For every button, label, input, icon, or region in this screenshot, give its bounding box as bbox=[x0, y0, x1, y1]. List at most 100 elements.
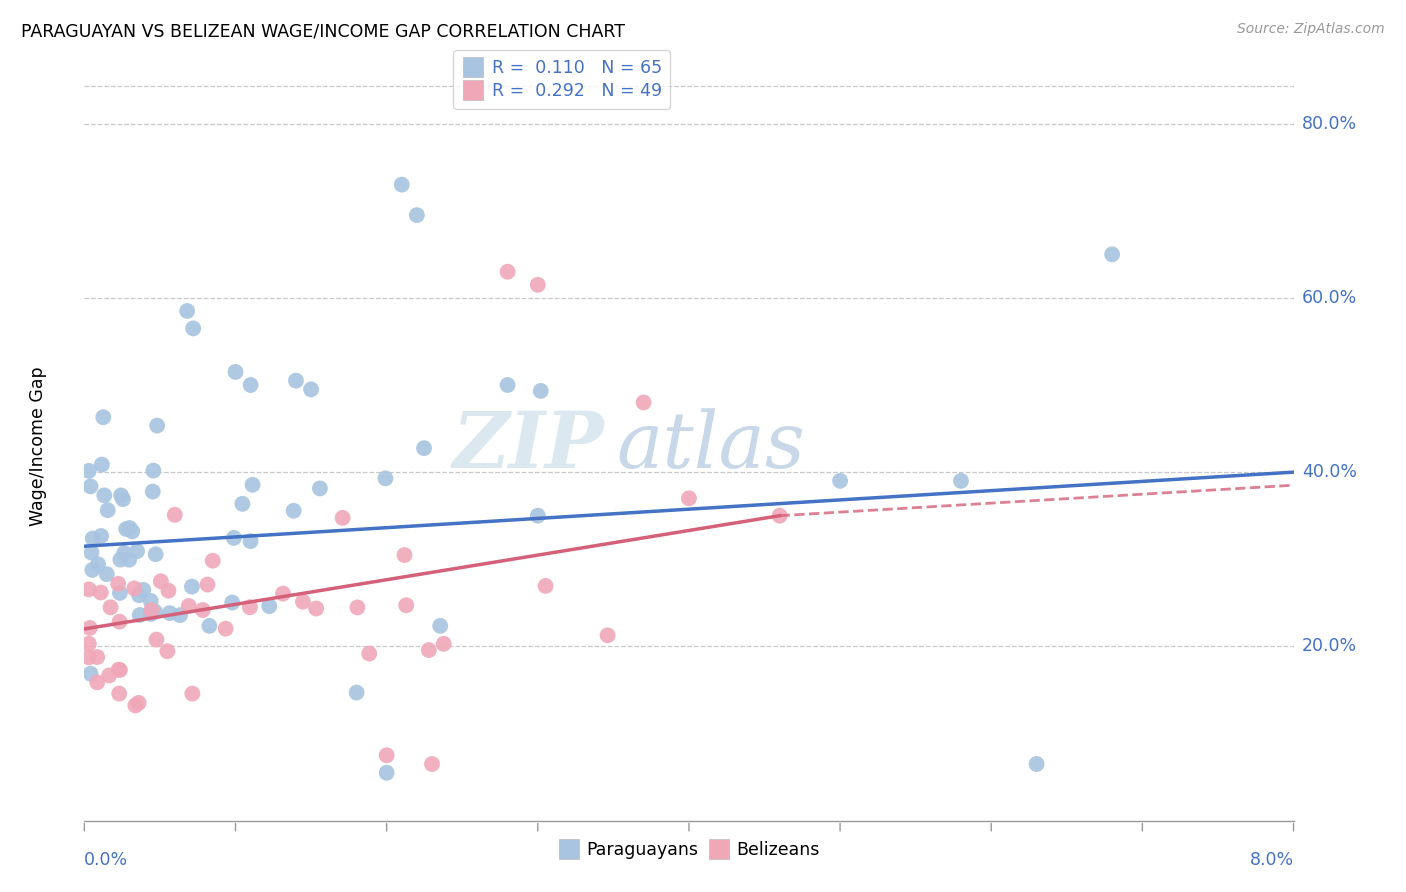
Point bbox=[115, 522, 138, 536]
Text: 40.0%: 40.0% bbox=[1302, 463, 1357, 481]
Point bbox=[139, 607, 162, 621]
Point bbox=[678, 491, 700, 506]
Point bbox=[108, 586, 131, 600]
Point bbox=[201, 554, 224, 568]
Point bbox=[239, 534, 262, 549]
Point bbox=[496, 378, 519, 392]
Point bbox=[124, 698, 146, 713]
Point bbox=[420, 757, 443, 772]
Point bbox=[332, 511, 354, 525]
Text: PARAGUAYAN VS BELIZEAN WAGE/INCOME GAP CORRELATION CHART: PARAGUAYAN VS BELIZEAN WAGE/INCOME GAP C… bbox=[21, 22, 626, 40]
Point bbox=[413, 441, 436, 455]
Point bbox=[77, 464, 100, 478]
Point bbox=[141, 603, 163, 617]
Point bbox=[198, 619, 221, 633]
Point bbox=[197, 577, 219, 591]
Point bbox=[100, 600, 122, 615]
Point bbox=[299, 383, 322, 397]
Point bbox=[496, 265, 519, 279]
Point bbox=[97, 503, 120, 517]
Point bbox=[142, 484, 165, 499]
Point bbox=[142, 464, 165, 478]
Point bbox=[146, 418, 169, 433]
Point bbox=[159, 606, 181, 620]
Text: ZIP: ZIP bbox=[453, 408, 605, 484]
Point bbox=[98, 668, 121, 682]
Point bbox=[309, 482, 332, 496]
Point bbox=[86, 650, 108, 665]
Point bbox=[391, 178, 413, 192]
Point bbox=[1101, 247, 1123, 261]
Point bbox=[108, 663, 131, 677]
Point bbox=[177, 599, 200, 613]
Point bbox=[77, 650, 100, 665]
Point bbox=[77, 582, 100, 597]
Point bbox=[90, 529, 112, 543]
Point bbox=[132, 582, 155, 597]
Legend: Paraguayans, Belizeans: Paraguayans, Belizeans bbox=[550, 833, 828, 868]
Point bbox=[395, 599, 418, 613]
Point bbox=[145, 547, 167, 561]
Text: Wage/Income Gap: Wage/Income Gap bbox=[30, 367, 48, 525]
Point bbox=[112, 546, 135, 560]
Point bbox=[239, 600, 262, 615]
Point bbox=[527, 508, 550, 523]
Point bbox=[346, 600, 368, 615]
Point bbox=[394, 548, 416, 562]
Point bbox=[429, 619, 451, 633]
Point bbox=[96, 567, 118, 582]
Point bbox=[163, 508, 186, 522]
Point bbox=[375, 748, 398, 763]
Point bbox=[596, 628, 619, 642]
Point bbox=[108, 687, 131, 701]
Point bbox=[143, 605, 166, 619]
Point bbox=[82, 532, 104, 546]
Point bbox=[374, 471, 396, 485]
Text: 0.0%: 0.0% bbox=[84, 851, 128, 869]
Point bbox=[433, 637, 456, 651]
Point bbox=[305, 601, 328, 615]
Point bbox=[107, 663, 129, 677]
Point bbox=[359, 647, 381, 661]
Text: atlas: atlas bbox=[616, 408, 806, 484]
Point bbox=[169, 608, 191, 623]
Point bbox=[231, 497, 253, 511]
Point bbox=[534, 579, 557, 593]
Point bbox=[86, 675, 108, 690]
Point bbox=[191, 603, 214, 617]
Point bbox=[128, 607, 150, 622]
Text: 8.0%: 8.0% bbox=[1250, 851, 1294, 869]
Point bbox=[79, 621, 101, 635]
Point bbox=[769, 508, 792, 523]
Text: Source: ZipAtlas.com: Source: ZipAtlas.com bbox=[1237, 22, 1385, 37]
Point bbox=[1025, 757, 1047, 772]
Point bbox=[242, 478, 264, 492]
Point bbox=[107, 576, 129, 591]
Point bbox=[181, 321, 204, 335]
Point bbox=[145, 632, 167, 647]
Point bbox=[157, 583, 180, 598]
Point bbox=[271, 586, 294, 600]
Point bbox=[79, 666, 101, 681]
Point bbox=[222, 531, 245, 545]
Point bbox=[149, 574, 172, 589]
Point bbox=[139, 594, 162, 608]
Text: 20.0%: 20.0% bbox=[1302, 638, 1357, 656]
Point bbox=[176, 304, 198, 318]
Point bbox=[110, 552, 132, 566]
Point bbox=[80, 546, 103, 560]
Point bbox=[93, 488, 115, 502]
Point bbox=[633, 395, 655, 409]
Point bbox=[950, 474, 973, 488]
Point bbox=[125, 544, 148, 558]
Text: 60.0%: 60.0% bbox=[1302, 289, 1357, 307]
Point bbox=[346, 685, 368, 699]
Point bbox=[156, 644, 179, 658]
Point bbox=[108, 615, 131, 629]
Point bbox=[124, 582, 146, 596]
Point bbox=[406, 208, 429, 222]
Point bbox=[118, 552, 141, 566]
Point bbox=[259, 599, 281, 614]
Point bbox=[530, 384, 553, 398]
Point bbox=[221, 596, 243, 610]
